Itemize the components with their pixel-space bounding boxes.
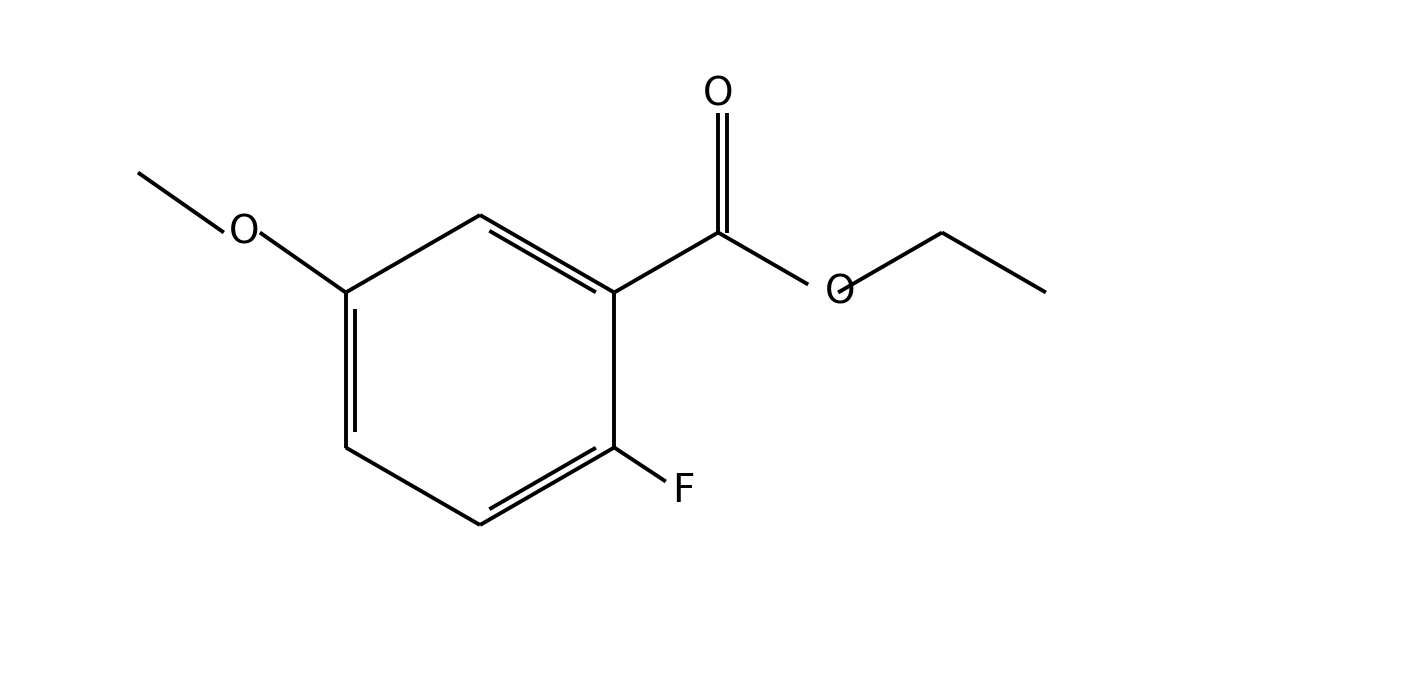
Text: O: O bbox=[825, 274, 855, 312]
Text: O: O bbox=[703, 75, 733, 113]
Text: F: F bbox=[673, 473, 694, 511]
Text: O: O bbox=[229, 213, 259, 251]
